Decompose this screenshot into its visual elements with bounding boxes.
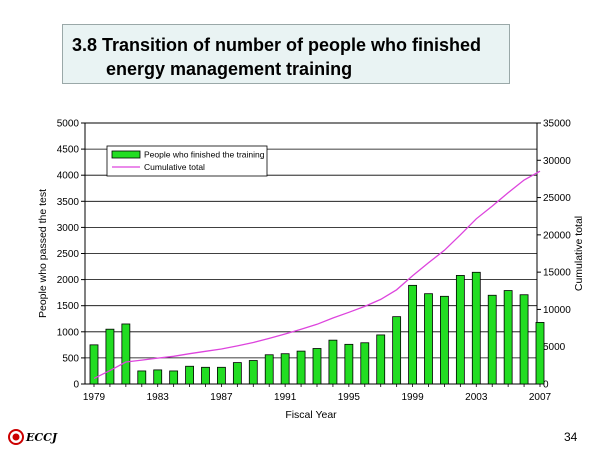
legend-label-bars: People who finished the training bbox=[144, 150, 265, 160]
x-tick-label: 1979 bbox=[83, 392, 106, 403]
bar bbox=[344, 343, 354, 385]
bar bbox=[360, 342, 370, 385]
page-number: 34 bbox=[564, 430, 578, 444]
title-box: 3.8 Transition of number of people who f… bbox=[62, 24, 510, 84]
y-right-tick-label: 0 bbox=[543, 380, 549, 391]
y-left-tick-label: 4000 bbox=[57, 171, 80, 182]
x-tick-label: 1983 bbox=[147, 392, 170, 403]
y-right-tick-label: 10000 bbox=[543, 305, 571, 316]
y-right-tick-label: 35000 bbox=[543, 119, 571, 130]
y-right-axis-label: Cumulative total bbox=[573, 216, 585, 291]
bar bbox=[408, 284, 417, 385]
bar bbox=[264, 354, 274, 385]
eccj-logo-icon bbox=[8, 429, 24, 445]
x-tick-label: 2003 bbox=[465, 392, 488, 403]
bar bbox=[455, 275, 465, 385]
bar bbox=[121, 323, 131, 385]
bar bbox=[503, 290, 513, 385]
y-left-tick-label: 2500 bbox=[57, 249, 80, 260]
y-right-tick-label: 15000 bbox=[543, 268, 571, 279]
bar bbox=[232, 362, 242, 385]
bar bbox=[201, 366, 210, 385]
y-left-tick-label: 0 bbox=[73, 380, 79, 391]
y-right-tick-label: 25000 bbox=[543, 193, 571, 204]
y-right-tick-label: 20000 bbox=[543, 230, 571, 241]
bar bbox=[440, 295, 449, 385]
x-axis-label: Fiscal Year bbox=[285, 409, 337, 421]
y-left-tick-label: 3500 bbox=[57, 197, 80, 208]
x-tick-label: 2007 bbox=[529, 392, 552, 403]
x-tick-label: 1991 bbox=[274, 392, 297, 403]
bar bbox=[424, 293, 433, 385]
y-left-tick-label: 500 bbox=[62, 353, 79, 364]
bar bbox=[137, 370, 147, 385]
bar bbox=[169, 370, 179, 385]
y-left-tick-label: 4500 bbox=[57, 145, 80, 156]
bar bbox=[312, 348, 322, 385]
legend-label-line: Cumulative total bbox=[144, 162, 205, 172]
page-title-line2: energy management training bbox=[106, 59, 353, 79]
x-tick-label: 1987 bbox=[210, 392, 233, 403]
y-left-tick-label: 5000 bbox=[57, 119, 80, 130]
cumulative-line bbox=[93, 170, 541, 379]
page-title-line1: 3.8 Transition of number of people who f… bbox=[72, 35, 482, 55]
y-left-tick-label: 3000 bbox=[57, 223, 80, 234]
bar bbox=[105, 328, 115, 385]
y-right-tick-label: 5000 bbox=[543, 342, 566, 353]
bar bbox=[296, 350, 306, 385]
bar bbox=[535, 322, 545, 385]
y-left-axis-label: People who passed the test bbox=[37, 189, 49, 318]
bar bbox=[487, 294, 497, 385]
logo-text: ECCJ bbox=[26, 431, 58, 444]
legend-bar-swatch bbox=[111, 150, 141, 159]
bar bbox=[217, 366, 226, 385]
bar bbox=[185, 365, 194, 385]
y-left-tick-label: 1000 bbox=[57, 327, 80, 338]
bar bbox=[248, 360, 258, 385]
bar bbox=[392, 316, 402, 385]
y-left-tick-label: 1500 bbox=[57, 301, 80, 312]
bar bbox=[471, 271, 481, 385]
bar bbox=[280, 353, 290, 385]
bar bbox=[328, 339, 338, 385]
bar bbox=[519, 294, 529, 385]
y-left-tick-label: 2000 bbox=[57, 275, 80, 286]
x-tick-label: 1999 bbox=[401, 392, 424, 403]
x-tick-label: 1995 bbox=[338, 392, 361, 403]
bar bbox=[153, 369, 163, 385]
y-right-tick-label: 30000 bbox=[543, 156, 571, 167]
bar bbox=[376, 334, 386, 385]
